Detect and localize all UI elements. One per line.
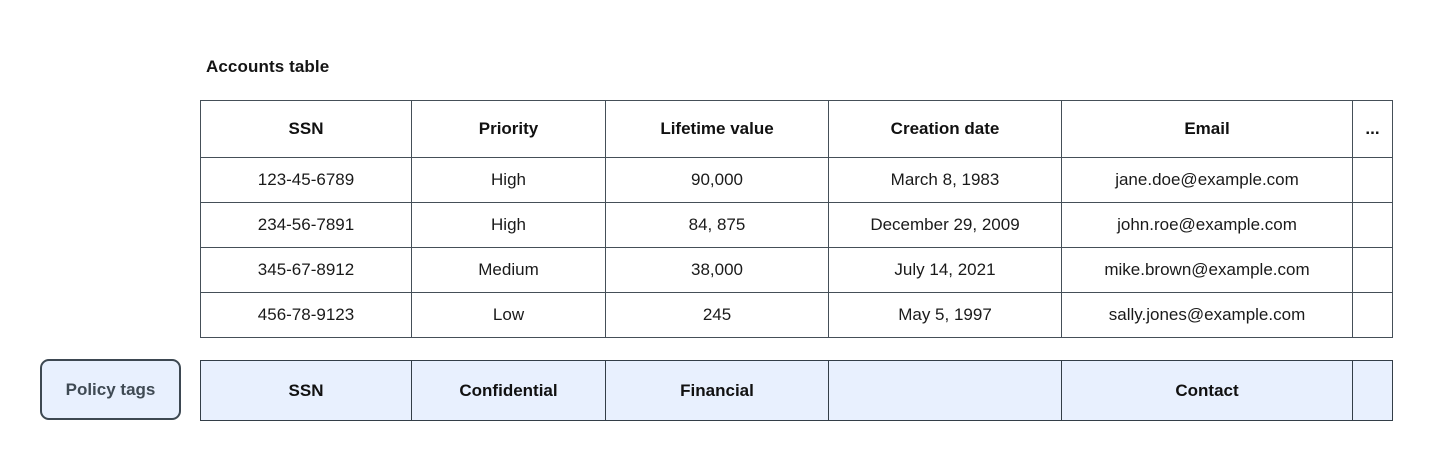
table-cell: sally.jones@example.com [1061,292,1353,338]
table-row: 456-78-9123 Low 245 May 5, 1997 sally.jones@… [200,292,1393,338]
policy-tag-cell-empty [828,360,1062,421]
table-header-row: SSN Priority Lifetime value Creation date Em… [200,100,1393,158]
table-cell [1352,202,1393,248]
policy-tags-row: SSN Confidential Financial Contact [200,360,1393,421]
table-cell: December 29, 2009 [828,202,1062,248]
column-header-lifetime-value: Lifetime value [605,100,829,158]
table-cell: 234-56-7891 [200,202,412,248]
policy-tag-cell-empty [1352,360,1393,421]
policy-tag-cell: Financial [605,360,829,421]
table-cell: March 8, 1983 [828,157,1062,203]
policy-tags-table: SSN Confidential Financial Contact [200,360,1393,421]
table-cell: 38,000 [605,247,829,293]
table-cell: john.roe@example.com [1061,202,1353,248]
table-cell: Medium [411,247,606,293]
accounts-table: SSN Priority Lifetime value Creation date Em… [200,100,1393,338]
table-cell [1352,157,1393,203]
policy-tag-cell: Confidential [411,360,606,421]
column-header-creation-date: Creation date [828,100,1062,158]
table-cell [1352,247,1393,293]
table-row: 345-67-8912 Medium 38,000 July 14, 2021 mike… [200,247,1393,293]
page-title: Accounts table [206,57,330,76]
table-cell: July 14, 2021 [828,247,1062,293]
table-row: 123-45-6789 High 90,000 March 8, 1983 jane.d… [200,157,1393,203]
table-cell: 123-45-6789 [200,157,412,203]
table-cell: High [411,202,606,248]
column-header-more: ... [1352,100,1393,158]
table-cell: 84, 875 [605,202,829,248]
table-cell: 345-67-8912 [200,247,412,293]
table-cell: mike.brown@example.com [1061,247,1353,293]
policy-tag-cell: Contact [1061,360,1353,421]
table-cell: jane.doe@example.com [1061,157,1353,203]
policy-tag-cell: SSN [200,360,412,421]
table-cell: 456-78-9123 [200,292,412,338]
table-cell [1352,292,1393,338]
table-cell: 90,000 [605,157,829,203]
table-cell: 245 [605,292,829,338]
table-cell: May 5, 1997 [828,292,1062,338]
column-header-priority: Priority [411,100,606,158]
table-cell: Low [411,292,606,338]
policy-tags-button[interactable]: Policy tags [40,359,181,420]
column-header-email: Email [1061,100,1353,158]
table-row: 234-56-7891 High 84, 875 December 29, 2009 j… [200,202,1393,248]
column-header-ssn: SSN [200,100,412,158]
table-cell: High [411,157,606,203]
